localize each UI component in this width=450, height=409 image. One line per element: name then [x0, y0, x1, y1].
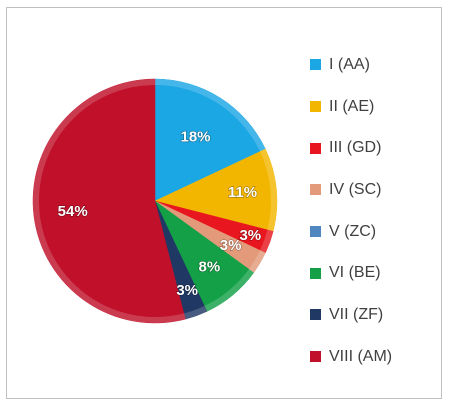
- legend-swatch: [310, 59, 321, 71]
- legend-swatch: [310, 142, 321, 154]
- legend-swatch: [310, 351, 321, 363]
- pie-slice-2: [154, 148, 278, 232]
- pie-label-1: 18%: [180, 129, 210, 146]
- legend-item-4: IV (SC): [310, 169, 440, 211]
- pie-label-8: 54%: [58, 203, 88, 220]
- legend-item-5: V (ZC): [310, 211, 440, 253]
- pie-slice-8: [32, 78, 186, 324]
- pie-label-3: 3%: [239, 227, 261, 244]
- legend-label: V (ZC): [329, 222, 377, 240]
- legend-label: III (GD): [329, 139, 382, 157]
- legend-swatch: [310, 184, 321, 196]
- legend-item-1: I (AA): [310, 44, 440, 86]
- legend-item-3: III (GD): [310, 127, 440, 169]
- legend-item-6: VI (BE): [310, 252, 440, 294]
- legend: I (AA) II (AE) III (GD) IV (SC) V (ZC) VI (BE…: [310, 44, 440, 378]
- legend-swatch: [310, 267, 321, 279]
- legend-label: I (AA): [329, 55, 370, 73]
- legend-item-7: VII (ZF): [310, 294, 440, 336]
- legend-label: II (AE): [329, 97, 375, 115]
- legend-label: VI (BE): [329, 264, 381, 282]
- legend-label: VIII (AM): [329, 347, 393, 365]
- pie-label-2: 11%: [228, 184, 257, 201]
- pie-label-7: 3%: [176, 282, 198, 299]
- legend-label: IV (SC): [329, 180, 382, 198]
- legend-item-8: VIII (AM): [310, 336, 440, 378]
- pie-rim: [33, 79, 277, 323]
- pie-slice-1: [154, 78, 266, 202]
- pie-label-4: 3%: [220, 237, 242, 254]
- legend-swatch: [310, 226, 321, 238]
- legend-swatch: [310, 101, 321, 113]
- legend-item-2: II (AE): [310, 86, 440, 128]
- legend-label: VII (ZF): [329, 305, 384, 323]
- legend-swatch: [310, 309, 321, 321]
- pie-label-6: 8%: [199, 258, 221, 275]
